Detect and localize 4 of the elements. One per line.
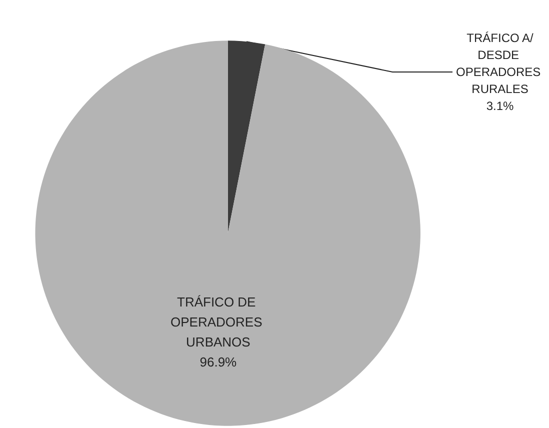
data-label: 3.1% <box>486 99 514 113</box>
slice-label: TRÁFICO DE OPERADORES URBANOS <box>170 294 266 350</box>
data-label: 96.9% <box>200 354 238 370</box>
slice-label: TRÁFICO A/DESDE OPERADORES RURALES <box>456 31 544 96</box>
